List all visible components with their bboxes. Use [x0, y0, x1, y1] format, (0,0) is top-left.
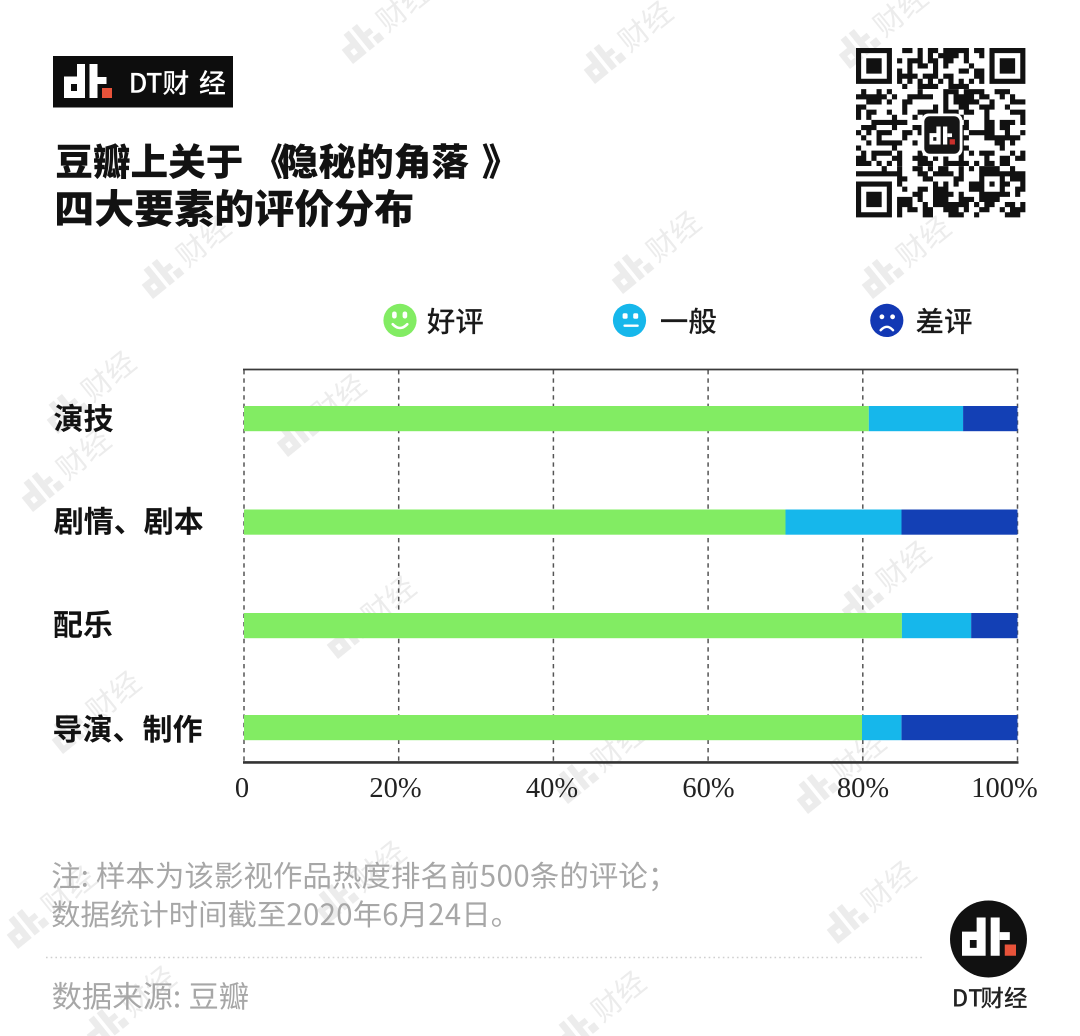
svg-text:40%: 40%	[526, 773, 578, 804]
svg-text:80%: 80%	[837, 773, 889, 804]
svg-text:60%: 60%	[682, 773, 734, 804]
svg-text:20%: 20%	[369, 773, 421, 804]
svg-text:100%: 100%	[971, 773, 1038, 804]
svg-text:0: 0	[235, 773, 249, 804]
